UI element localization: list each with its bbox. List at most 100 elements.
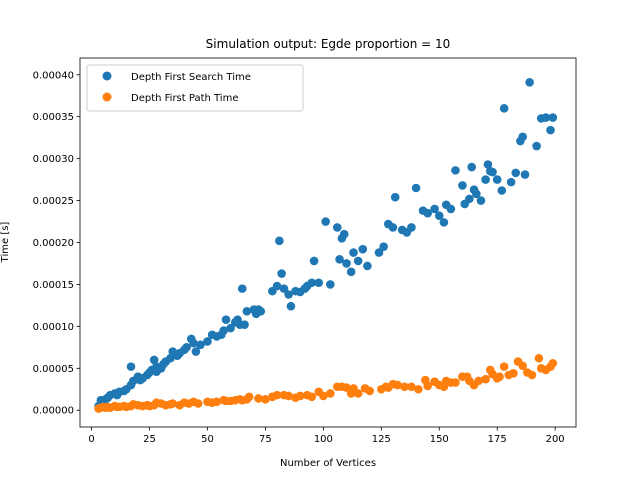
series-1-point [414,384,423,394]
series-1-point [353,389,363,398]
series-0-point [203,337,212,346]
series-1-point [527,370,537,380]
x-tick-label-8: 200 [546,434,565,445]
chart-title: Simulation output: Egde proportion = 10 [206,37,451,51]
series-0-point [423,208,432,218]
series-1-point [474,376,483,386]
series-1-point [168,399,178,408]
series-1-point [393,380,402,390]
x-tick-label-4: 100 [314,434,333,445]
series-1-point [272,390,282,400]
series-0-point [390,192,400,202]
y-tick-label-8: 0.00040 [33,70,74,81]
y-tick-label-0: 0.00000 [33,406,74,417]
series-0-point [499,104,509,113]
series-0-point [182,343,191,352]
series-0-point [240,320,249,329]
series-0-point [349,248,358,257]
series-1-point [499,362,509,371]
series-1-point [319,391,328,401]
series-0-point [339,229,349,239]
series-0-point [309,256,319,266]
series-1-point [451,378,460,387]
series-0-point [546,125,555,135]
series-0-point [353,256,363,266]
legend-label-dfs: Depth First Search Time [131,72,251,83]
series-1-point [481,374,490,384]
series-1-point [495,372,504,381]
series-0-point [196,340,205,350]
x-tick-label-1: 25 [143,434,156,445]
series-0-point [284,290,293,299]
series-0-point [458,181,467,190]
series-0-point [335,254,344,264]
series-0-point [548,113,558,122]
series-0-point [286,301,296,311]
series-0-point [342,259,351,268]
series-0-point [379,242,388,251]
series-0-point [358,244,368,254]
series-1-point [342,383,351,392]
y-tick-label-2: 0.00010 [33,322,74,333]
series-0-point [511,168,521,178]
legend-marker-dfp [102,92,112,102]
series-0-point [411,183,421,193]
series-0-point [446,204,456,214]
series-0-point [226,323,235,333]
series-0-point [219,326,229,335]
series-0-point [321,217,330,226]
y-tick-label-7: 0.00035 [33,112,74,123]
series-0-point [189,338,198,348]
series-0-point [166,353,175,363]
y-tick-label-6: 0.00030 [33,154,74,165]
series-1-point [307,392,317,402]
series-0-point [430,204,439,214]
x-tick-label-0: 0 [88,434,94,445]
series-0-point [326,280,335,289]
series-1-point [423,381,432,391]
series-1-point [254,394,263,403]
series-0-point [363,261,372,271]
series-1-point [284,391,293,401]
y-axis-label: Time [s] [0,222,11,264]
series-0-point [272,281,282,291]
x-tick-label-2: 50 [201,434,214,445]
y-tick-label-5: 0.00025 [33,196,74,207]
series-0-point [476,196,486,205]
series-0-point [314,278,324,288]
series-1-point [295,391,305,401]
series-0-point [481,175,490,184]
legend-marker-dfs [102,71,112,81]
series-1-point [244,392,254,402]
series-0-point [149,355,159,365]
series-0-point [467,162,477,172]
x-tick-label-7: 175 [488,434,507,445]
series-0-point [483,160,493,169]
series-1-point [193,399,203,408]
series-1-point [261,395,270,404]
plot-area [94,78,558,413]
series-1-point [534,353,544,363]
series-1-point [518,361,527,371]
series-0-point [242,306,252,316]
series-0-point [451,166,460,175]
series-0-point [388,223,398,232]
series-1 [94,353,558,413]
series-0-point [279,284,289,293]
series-0-point [346,267,356,277]
series-1-point [407,382,416,392]
series-0-point [492,175,502,184]
series-0-point [277,269,286,278]
series-1-point [326,389,335,398]
series-0-point [237,284,247,293]
series-0-point [497,186,507,195]
series-0-point [407,223,416,232]
legend: Depth First Search Time Depth First Path… [86,64,304,112]
series-0-point [439,218,449,227]
legend-label-dfp: Depth First Path Time [131,93,238,104]
series-0-point [472,189,481,199]
series-0-point [532,141,541,151]
series-0 [94,78,558,411]
series-0-point [126,362,136,371]
